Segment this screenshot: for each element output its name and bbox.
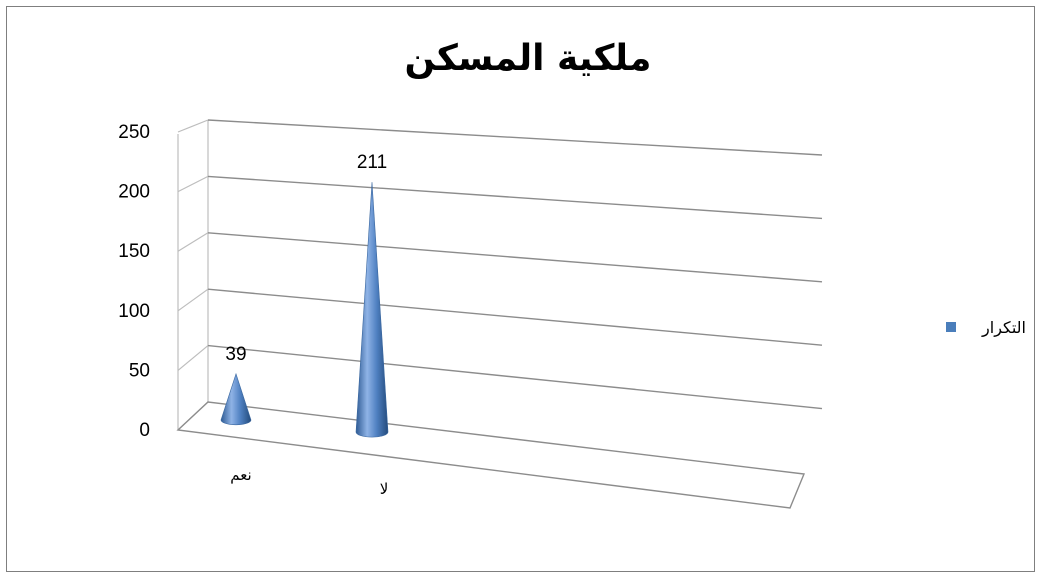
y-tick-label: 0 (139, 420, 150, 441)
cone-body (355, 182, 389, 438)
gridlines (177, 119, 823, 431)
gridline (207, 232, 823, 283)
legend-label: التكرار (981, 318, 1026, 338)
x-category-label: لا (380, 480, 389, 498)
legend-swatch (946, 322, 956, 332)
y-tick-label: 200 (118, 182, 150, 203)
gridline-side (177, 175, 209, 193)
y-tick-label: 150 (118, 241, 150, 262)
cone-bar (355, 182, 389, 438)
chart-floor (176, 401, 805, 509)
gridline-side (177, 345, 209, 371)
y-tick-label: 100 (118, 301, 150, 322)
gridline (207, 119, 823, 156)
y-tick-label: 50 (129, 360, 150, 381)
gridline (207, 288, 823, 346)
cone-bar (220, 372, 252, 426)
floor-plane (176, 401, 805, 509)
chart-title: ملكية المسكن (405, 38, 652, 79)
gridline-side (177, 232, 209, 252)
gridline (207, 344, 823, 410)
gridline (207, 175, 823, 220)
y-tick-label: 250 (118, 122, 150, 143)
y-axis-ticks: 0 50 100 150 200 250 (118, 122, 150, 441)
cone-body (220, 372, 252, 426)
data-label: 39 (225, 344, 246, 365)
data-label: 211 (357, 152, 387, 173)
gridline-side (177, 119, 209, 133)
gridline-side (177, 288, 209, 312)
legend: التكرار (946, 318, 1026, 338)
x-axis-categories: نعم لا (230, 466, 388, 498)
x-category-label: نعم (230, 466, 251, 484)
chart-marks: 39 211 (220, 152, 389, 438)
